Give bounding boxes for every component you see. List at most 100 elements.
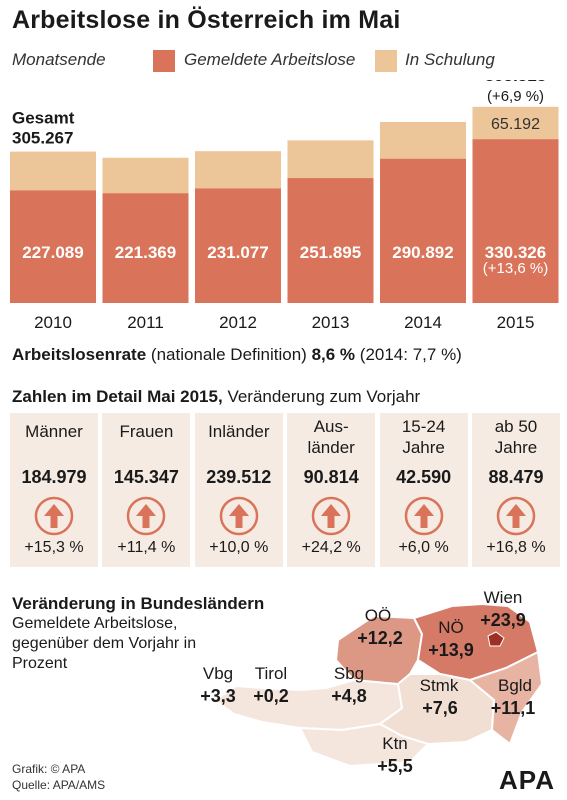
credit-quelle: Quelle: APA/AMS <box>12 778 106 792</box>
map-region-west <box>213 678 404 732</box>
detail-card: 15-24 Jahre 42.590 +6,0 % <box>379 413 468 567</box>
map-region-stmk <box>378 673 496 746</box>
state-label-ooe: OÖ <box>364 606 392 625</box>
data-label-registered: 251.895 <box>300 243 361 262</box>
detail-card: Aus-länder 90.814 +24,2 % <box>287 413 376 567</box>
state-value-tirol: +0,2 <box>253 686 289 706</box>
card-value: 239.512 <box>206 467 272 487</box>
card-value: 88.479 <box>488 467 544 487</box>
card-label-line1: Frauen <box>119 422 174 441</box>
rate-definition: (nationale Definition) <box>150 345 307 364</box>
state-label-tirol: Tirol <box>254 664 288 683</box>
state-value-ktn: +5,5 <box>377 756 413 776</box>
chart-title: Arbeitslose in Österreich im Mai <box>12 6 401 34</box>
legend-swatch-training <box>375 50 397 72</box>
data-label-registered: 330.326 <box>485 243 546 262</box>
legend-label-registered: Gemeldete Arbeitslose <box>184 50 356 69</box>
detail-card: Frauen 145.347 +11,4 % <box>102 413 191 567</box>
card-label-line1: Aus- <box>313 417 349 436</box>
x-tick-label: 2013 <box>312 313 350 332</box>
apa-logo: APA <box>499 765 555 795</box>
total-value-first: 305.267 <box>12 129 73 148</box>
card-change: +24,2 % <box>301 539 361 556</box>
state-label-ktn: Ktn <box>382 734 408 753</box>
x-tick-label: 2012 <box>219 313 257 332</box>
state-value-stmk: +7,6 <box>422 698 458 718</box>
detail-card: Männer 184.979 +15,3 % <box>10 413 98 567</box>
card-change: +10,0 % <box>209 539 269 556</box>
data-label-training: 65.192 <box>491 116 540 133</box>
bar-segment-training <box>380 122 466 159</box>
legend-label-training: In Schulung <box>405 50 495 69</box>
bar-segment-training <box>472 106 559 140</box>
data-label-registered: 231.077 <box>207 243 268 262</box>
legend-swatch-registered <box>153 50 175 72</box>
card-change: +11,4 % <box>117 539 176 556</box>
states-subtitle: Gemeldete Arbeitslose, gegenüber dem Vor… <box>12 615 197 672</box>
state-value-wien: +23,9 <box>480 610 526 630</box>
state-label-wien: Wien <box>483 588 523 607</box>
state-label-sbg: Sbg <box>333 664 365 683</box>
card-label-line1: Männer <box>25 422 83 441</box>
card-label-line1: Inländer <box>208 422 270 441</box>
bar-segment-registered <box>287 178 374 303</box>
state-label-bgld: Bgld <box>497 676 533 695</box>
state-value-vbg: +3,3 <box>200 686 236 706</box>
card-value: 184.979 <box>21 467 87 487</box>
card-change: +15,3 % <box>24 539 84 556</box>
total-label-last: 395.518 <box>485 80 546 85</box>
rate-value: 8,6 % <box>311 345 356 364</box>
detail-card: ab 50 Jahre 88.479 +16,8 % <box>472 413 560 567</box>
arrow-up-icon <box>126 496 166 541</box>
arrow-up-icon <box>311 496 351 541</box>
detail-card: Inländer 239.512 +10,0 % <box>194 413 283 567</box>
x-tick-label: 2014 <box>404 313 442 332</box>
x-tick-label: 2011 <box>127 313 164 332</box>
card-label-line1: 15-24 <box>401 417 446 436</box>
legend-subtitle: Monatsende <box>12 50 106 69</box>
unemployment-rate: Arbeitslosenrate (nationale Definition) … <box>12 345 462 365</box>
data-label-registered: 227.089 <box>22 243 83 262</box>
bar-segment-registered <box>195 188 281 303</box>
state-value-noe: +13,9 <box>428 640 474 660</box>
data-label-registered: 221.369 <box>115 243 176 262</box>
data-label-registered-change: (+13,6 %) <box>483 260 548 277</box>
bar-segment-training <box>10 151 96 191</box>
detail-subtitle: Veränderung zum Vorjahr <box>227 387 421 406</box>
card-change: +6,0 % <box>398 539 449 556</box>
state-value-bgld: +11,1 <box>490 698 536 718</box>
data-label-registered: 290.892 <box>392 243 453 262</box>
x-tick-label: 2010 <box>34 313 72 332</box>
arrow-up-icon <box>34 496 74 541</box>
card-label-line2: länder <box>307 438 355 457</box>
card-value: 90.814 <box>303 467 359 487</box>
card-label-line2: Jahre <box>494 438 538 457</box>
map-region-wien <box>487 631 505 647</box>
card-value: 42.590 <box>396 467 452 487</box>
bar-segment-registered <box>472 139 559 303</box>
bar-segment-training <box>102 157 189 194</box>
austria-map <box>213 602 544 768</box>
states-title: Veränderung in Bundesländern <box>12 594 265 613</box>
state-label-noe: NÖ <box>438 618 464 637</box>
state-value-sbg: +4,8 <box>331 686 367 706</box>
bar-segment-registered <box>102 193 189 303</box>
total-change-last: (+6,9 %) <box>487 88 544 105</box>
card-label-line1: ab 50 <box>494 417 538 436</box>
card-value: 145.347 <box>113 467 179 487</box>
map-region-ooe <box>334 614 424 686</box>
x-tick-label: 2015 <box>497 313 535 332</box>
credit-grafik: Grafik: © APA <box>12 762 86 776</box>
bar-segment-registered <box>380 158 466 303</box>
card-label-line2: Jahre <box>402 438 445 457</box>
state-value-ooe: +12,2 <box>357 628 403 648</box>
rate-previous: (2014: 7,7 %) <box>359 345 462 364</box>
state-label-stmk: Stmk <box>419 676 459 695</box>
card-change: +16,8 % <box>486 539 546 556</box>
arrow-up-icon <box>496 496 536 541</box>
arrow-up-icon <box>404 496 444 541</box>
detail-heading: Zahlen im Detail Mai 2015, Veränderung z… <box>12 387 420 407</box>
rate-label: Arbeitslosenrate <box>12 345 147 364</box>
bar-segment-training <box>287 140 374 179</box>
total-label-first: Gesamt <box>12 109 75 128</box>
